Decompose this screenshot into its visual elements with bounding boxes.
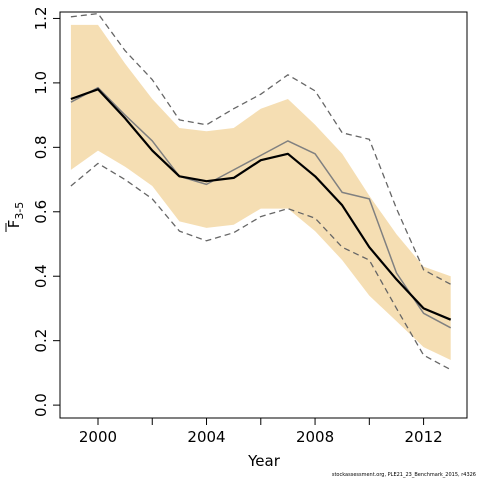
confidence-band [70, 24, 451, 361]
plot-frame [59, 11, 468, 419]
y-axis-title-main: F [5, 220, 23, 229]
lower-bound-line [70, 162, 452, 371]
y-axis-title: F3-5 [5, 202, 26, 232]
estimate-line [70, 88, 452, 321]
x-tick-label: 2004 [187, 428, 225, 446]
y-tick-label: 0.4 [32, 264, 50, 288]
footnote: stockassessment.org, PLE21_23_Benchmark_… [331, 472, 476, 478]
y-tick-label: 1.2 [32, 7, 50, 31]
svg-text:F3-5: F3-5 [5, 202, 26, 229]
x-tick-label: 2008 [296, 428, 334, 446]
y-tick-label: 0.0 [32, 393, 50, 417]
comparison-line [70, 86, 452, 329]
y-tick-label: 0.8 [32, 135, 50, 159]
y-tick-label: 0.2 [32, 329, 50, 353]
x-tick-label: 2012 [404, 428, 442, 446]
y-tick-label: 1.0 [32, 71, 50, 95]
x-axis-title: Year [247, 452, 281, 470]
y-axis-title-subscript: 3-5 [13, 202, 26, 220]
upper-bound-line [70, 12, 452, 285]
x-tick-label: 2000 [79, 428, 117, 446]
y-tick-label: 0.6 [32, 200, 50, 224]
